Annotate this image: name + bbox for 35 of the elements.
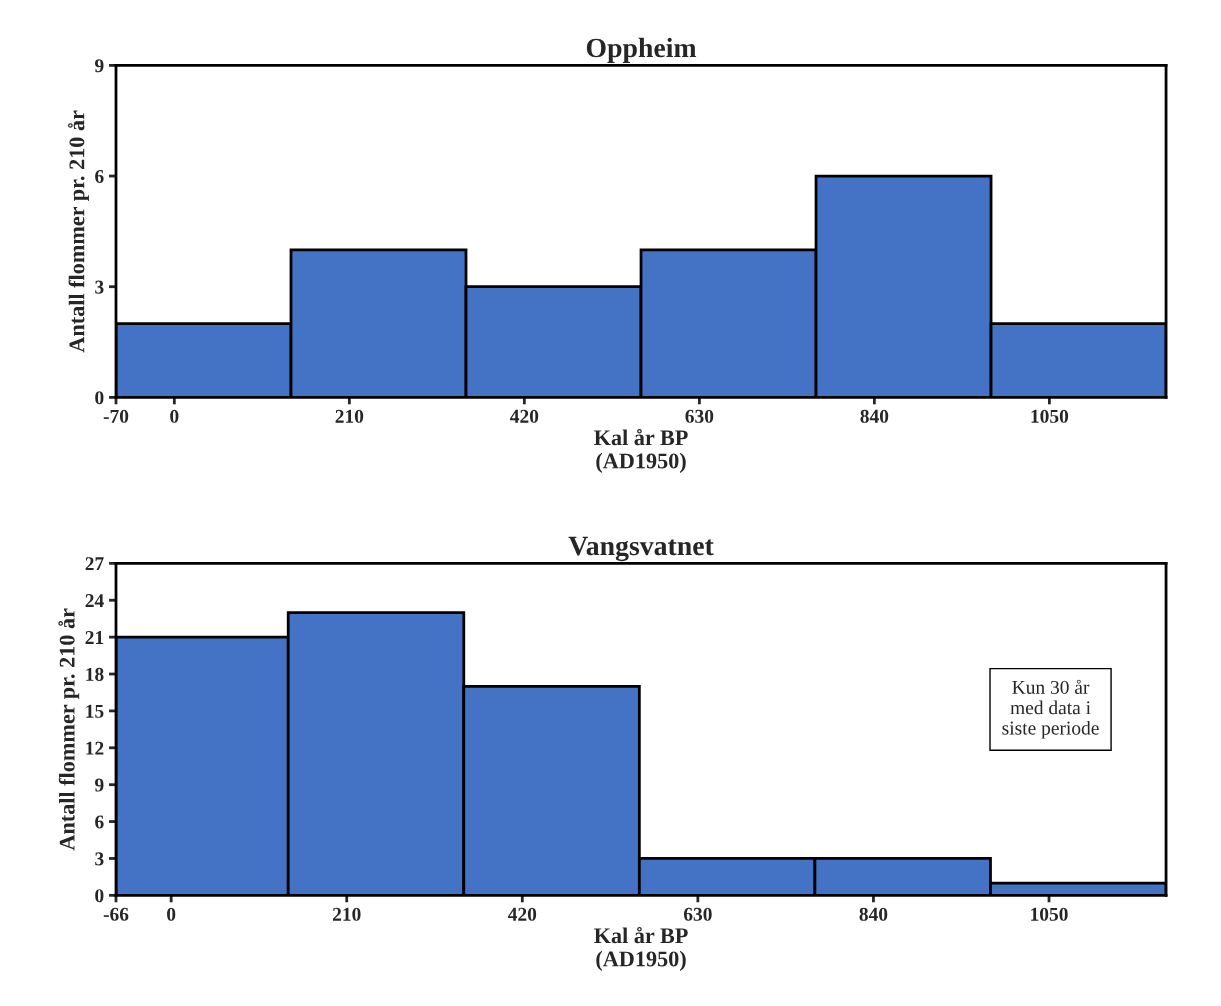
y-tick-label: 24 [85,594,104,607]
annotation: Kun 30 år med data i siste periode [1002,679,1099,739]
x-tick-label: 840 [859,907,888,921]
x-tick-label: 1050 [1031,907,1068,921]
y-tick-label: 6 [95,169,104,183]
y-tick-label: 3 [95,280,104,294]
y-tick-label: 3 [95,852,104,866]
y-tick-label: 9 [95,778,104,792]
y-tick-label: 0 [95,391,104,405]
y-axis-title: Antall flommer pr. 210 år [68,110,89,353]
x-tick-label: 420 [507,907,537,921]
chart-title: Oppheim [586,37,697,63]
y-tick-label: 27 [85,557,104,571]
x-tick-label: 420 [510,409,539,423]
x-axis-title: Kal år BP (AD1950) [594,428,688,473]
y-tick-label: 21 [85,631,104,644]
y-tick-label: 6 [95,815,104,829]
x-tick-label: 210 [335,409,364,423]
x-tick-label: 1050 [1031,409,1069,423]
y-axis-title: Antall flommer pr. 210 år [58,608,80,851]
y-tick-label: 9 [95,59,104,73]
y-tick-label: 12 [86,741,104,755]
x-tick-label: -66 [103,907,129,921]
x-tick-label: 210 [332,907,361,921]
x-tick-label: 630 [685,409,714,423]
y-tick-label: 18 [86,667,104,681]
x-tick-label: 0 [167,907,176,921]
x-axis-title: Kal år BP (AD1950) [594,926,688,971]
chart-title: Vangsvatnet [568,536,714,562]
y-tick-label: 0 [95,889,104,903]
x-tick-label: -70 [103,409,129,423]
x-tick-label: 630 [683,907,712,921]
y-tick-label: 15 [86,704,104,718]
x-tick-label: 840 [860,409,889,423]
x-tick-label: 0 [170,409,179,423]
